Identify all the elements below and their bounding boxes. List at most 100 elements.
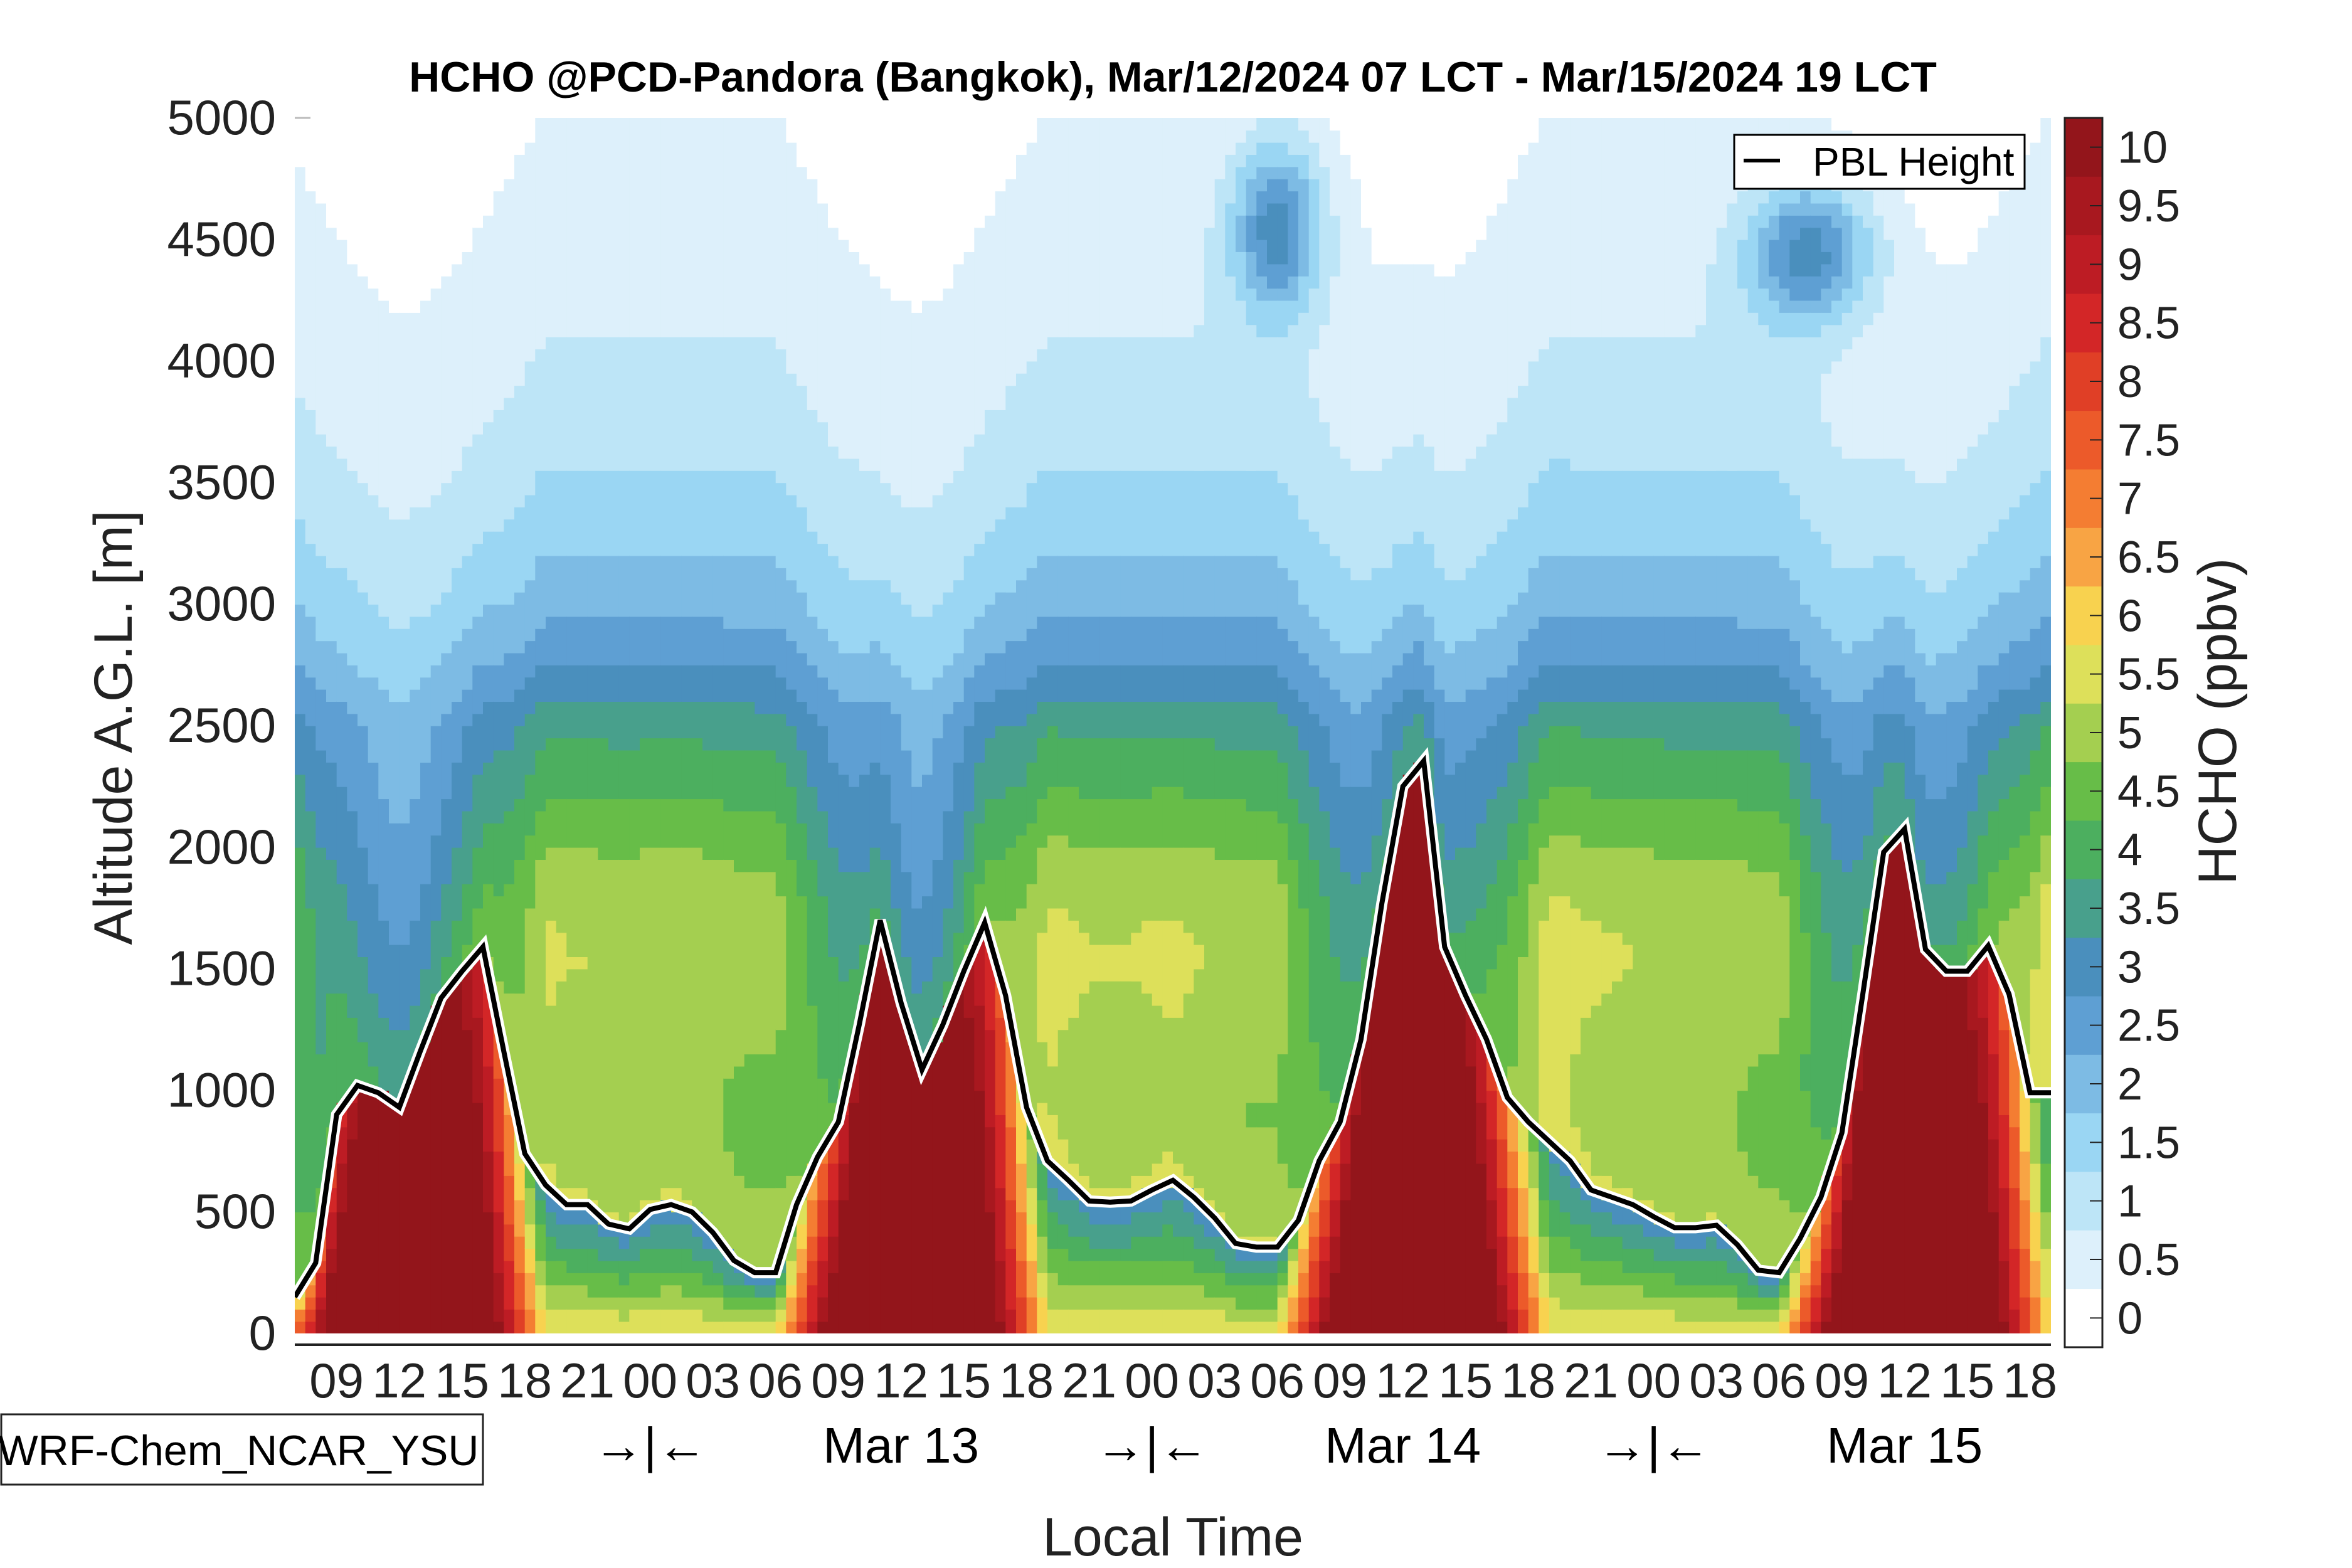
contour-cell [1382,458,1393,568]
contour-cell [744,470,756,556]
contour-cell [1288,166,1299,192]
contour-cell [963,1017,975,1333]
contour-cell [1298,701,1310,751]
contour-cell [1236,1248,1247,1261]
contour-cell [1402,726,1414,775]
contour-cell [702,470,714,556]
contour-cell [1298,1248,1310,1273]
contour-cell [1256,750,1268,812]
contour-cell [1079,336,1090,471]
contour-cell [1800,665,1811,702]
contour-cell [1800,1248,1811,1273]
contour-cell [1246,252,1258,289]
contour-cell [462,252,474,447]
contour-cell [1758,1285,1769,1298]
contour-cell [305,543,317,617]
contour-cell [797,896,808,1176]
contour-cell [640,1296,651,1310]
contour-cell [671,470,682,556]
contour-cell [1026,482,1038,568]
contour-cell [1685,470,1697,556]
contour-cell [692,118,703,337]
contour-cell [712,1321,724,1333]
contour-cell [1173,1017,1184,1164]
contour-cell [1204,738,1216,800]
contour-cell [1643,701,1655,739]
contour-cell [577,555,588,617]
contour-cell [995,1260,1007,1322]
contour-cell [1758,1296,1769,1310]
contour-cell [1308,786,1320,860]
contour-cell [1664,750,1675,800]
contour-cell [2030,361,2042,484]
contour-cell [1079,847,1090,933]
contour-cell [671,1248,682,1273]
contour-cell [1873,713,1885,787]
contour-cell [1821,543,1832,629]
contour-cell [1612,932,1623,982]
contour-cell [953,652,965,702]
contour-cell [932,956,944,1018]
contour-cell [566,738,578,800]
contour-cell [1037,1041,1048,1103]
contour-cell [1455,762,1466,848]
contour-cell [315,640,327,690]
contour-cell [1079,1309,1090,1333]
x-tick-label: 03 [686,1353,740,1408]
contour-cell [660,336,672,471]
contour-cell [1319,677,1330,726]
contour-cell [1308,713,1320,787]
legend: PBL Height [1733,134,2026,190]
contour-cell [1277,300,1289,337]
x-tick-label: 06 [1250,1353,1305,1408]
x-tick-label: 09 [309,1353,364,1408]
contour-cell [650,1273,662,1298]
contour-cell [524,1273,536,1310]
contour-cell [608,470,620,556]
contour-cell [775,713,787,763]
contour-cell [1308,397,1320,532]
contour-cell [1601,616,1613,665]
contour-cell [1518,640,1529,690]
contour-cell [1570,1248,1581,1273]
contour-cell [1225,1321,1236,1333]
colorbar-tick-label: 2 [2117,1059,2143,1110]
contour-cell [1089,1248,1101,1261]
contour-cell [1496,118,1508,204]
contour-cell [985,531,996,605]
contour-cell [681,798,693,848]
contour-cell [410,920,421,1006]
contour-cell [1142,118,1153,337]
contour-cell [712,616,724,665]
contour-cell [1392,118,1404,265]
contour-cell [1330,555,1341,642]
contour-cell [462,968,474,1030]
contour-cell [1591,470,1602,556]
contour-cell [1246,1321,1258,1333]
contour-cell [1664,1236,1675,1261]
contour-cell [1214,118,1226,179]
contour-cell [1183,738,1195,800]
contour-cell [295,774,306,848]
contour-cell [493,604,505,665]
contour-cell [1204,1296,1216,1310]
contour-cell [1110,1260,1121,1286]
contour-cell [1570,616,1581,665]
contour-cell [744,871,756,1055]
contour-cell [1152,118,1163,337]
contour-cell [901,118,913,301]
contour-cell [817,1236,829,1261]
contour-cell [1079,118,1090,337]
contour-cell [2020,713,2031,775]
contour-cell [1183,555,1195,617]
contour-cell [1643,616,1655,665]
contour-cell [598,1236,609,1261]
contour-cell [1622,944,1634,970]
contour-cell [775,1309,787,1322]
contour-cell [1455,701,1466,763]
contour-cell [1957,762,1968,848]
contour-cell [1465,847,1477,921]
contour-cell [1957,847,1968,921]
contour-cell [712,470,724,556]
contour-cell [1246,118,1258,131]
